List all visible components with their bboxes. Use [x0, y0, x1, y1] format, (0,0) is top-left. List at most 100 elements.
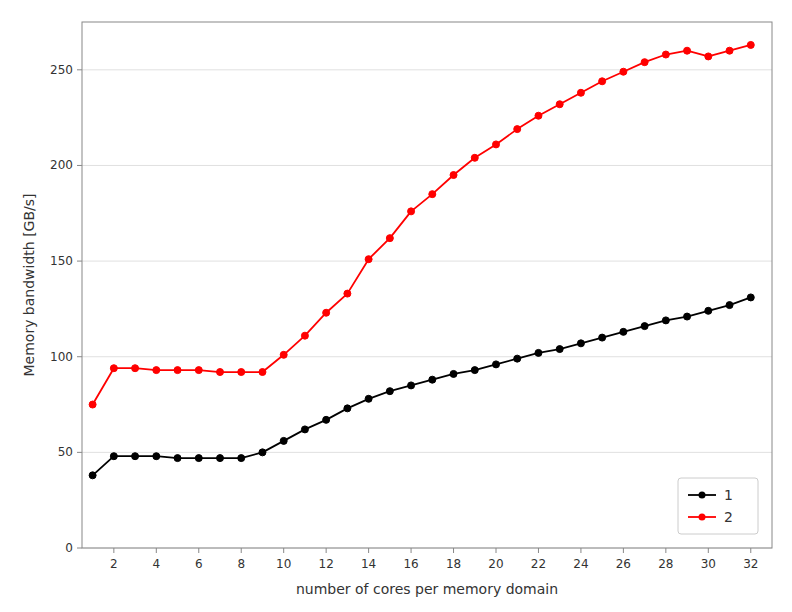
series-line [93, 45, 751, 405]
x-tick-label: 28 [658, 557, 673, 571]
series-marker [238, 455, 245, 462]
series-marker [174, 367, 181, 374]
x-tick [198, 548, 199, 553]
plot-frame [82, 22, 772, 548]
series-marker [577, 340, 584, 347]
x-tick-label: 12 [319, 557, 334, 571]
series-marker [408, 208, 415, 215]
x-tick-label: 26 [616, 557, 631, 571]
series-marker [599, 334, 606, 341]
x-tick [580, 548, 581, 553]
x-tick [241, 548, 242, 553]
series-marker [620, 68, 627, 75]
x-tick [326, 548, 327, 553]
series-marker [301, 426, 308, 433]
series-marker [556, 346, 563, 353]
x-tick [623, 548, 624, 553]
x-axis-label: number of cores per memory domain [296, 581, 558, 597]
x-tick-label: 8 [237, 557, 245, 571]
series-marker [493, 361, 500, 368]
x-tick-label: 20 [488, 557, 503, 571]
series-marker [641, 323, 648, 330]
series-marker [662, 51, 669, 58]
y-tick [77, 548, 82, 549]
series-marker [386, 388, 393, 395]
grid-line [82, 452, 772, 453]
x-tick-label: 10 [276, 557, 291, 571]
series-marker [684, 313, 691, 320]
x-tick [113, 548, 114, 553]
series-marker [280, 437, 287, 444]
series-marker [535, 349, 542, 356]
grid-line [82, 261, 772, 262]
y-tick-label: 150 [50, 254, 73, 268]
grid [82, 70, 772, 548]
series-marker [110, 453, 117, 460]
data [89, 41, 754, 478]
x-tick-label: 32 [743, 557, 758, 571]
series-marker [705, 53, 712, 60]
x-tick [496, 548, 497, 553]
series-marker [450, 172, 457, 179]
series-marker [535, 112, 542, 119]
series-marker [217, 369, 224, 376]
series-marker [684, 47, 691, 54]
x-tick [156, 548, 157, 553]
x-tick [368, 548, 369, 553]
series-marker [344, 290, 351, 297]
series-marker [408, 382, 415, 389]
y-tick [77, 452, 82, 453]
series-marker [301, 332, 308, 339]
series-marker [259, 449, 266, 456]
x-tick-label: 30 [701, 557, 716, 571]
series-marker [577, 89, 584, 96]
y-tick-label: 50 [58, 445, 73, 459]
grid-line [82, 69, 772, 70]
y-tick-label: 200 [50, 158, 73, 172]
series-marker [471, 154, 478, 161]
series-marker [132, 453, 139, 460]
grid-line [82, 356, 772, 357]
series-marker [641, 59, 648, 66]
series-marker [726, 302, 733, 309]
chart: 2468101214161820222426283032050100150200… [0, 0, 792, 612]
series-marker [471, 367, 478, 374]
series-marker [365, 256, 372, 263]
y-tick [77, 261, 82, 262]
x-tick-label: 14 [361, 557, 376, 571]
series-marker [620, 328, 627, 335]
y-tick-label: 100 [50, 350, 73, 364]
series-marker [110, 365, 117, 372]
x-tick-label: 24 [573, 557, 588, 571]
y-tick-label: 250 [50, 63, 73, 77]
series-marker [747, 294, 754, 301]
series-marker [429, 191, 436, 198]
series-marker [174, 455, 181, 462]
legend-label: 2 [724, 509, 733, 525]
legend-swatch-marker [699, 492, 706, 499]
series-marker [195, 367, 202, 374]
series-marker [705, 307, 712, 314]
x-tick-label: 16 [403, 557, 418, 571]
series-marker [89, 472, 96, 479]
x-tick-label: 6 [195, 557, 203, 571]
x-tick-label: 4 [152, 557, 160, 571]
legend-label: 1 [724, 487, 733, 503]
x-tick [750, 548, 751, 553]
y-tick [77, 69, 82, 70]
series-marker [280, 351, 287, 358]
series-marker [556, 101, 563, 108]
legend-swatch-marker [699, 514, 706, 521]
series-marker [238, 369, 245, 376]
y-tick [77, 356, 82, 357]
series-marker [259, 369, 266, 376]
series-marker [89, 401, 96, 408]
y-axis-label: Memory bandwidth [GB/s] [21, 193, 37, 376]
series-marker [344, 405, 351, 412]
series-marker [429, 376, 436, 383]
series-marker [386, 235, 393, 242]
legend-box [678, 478, 758, 534]
series-marker [153, 453, 160, 460]
x-tick-label: 2 [110, 557, 118, 571]
x-tick [453, 548, 454, 553]
